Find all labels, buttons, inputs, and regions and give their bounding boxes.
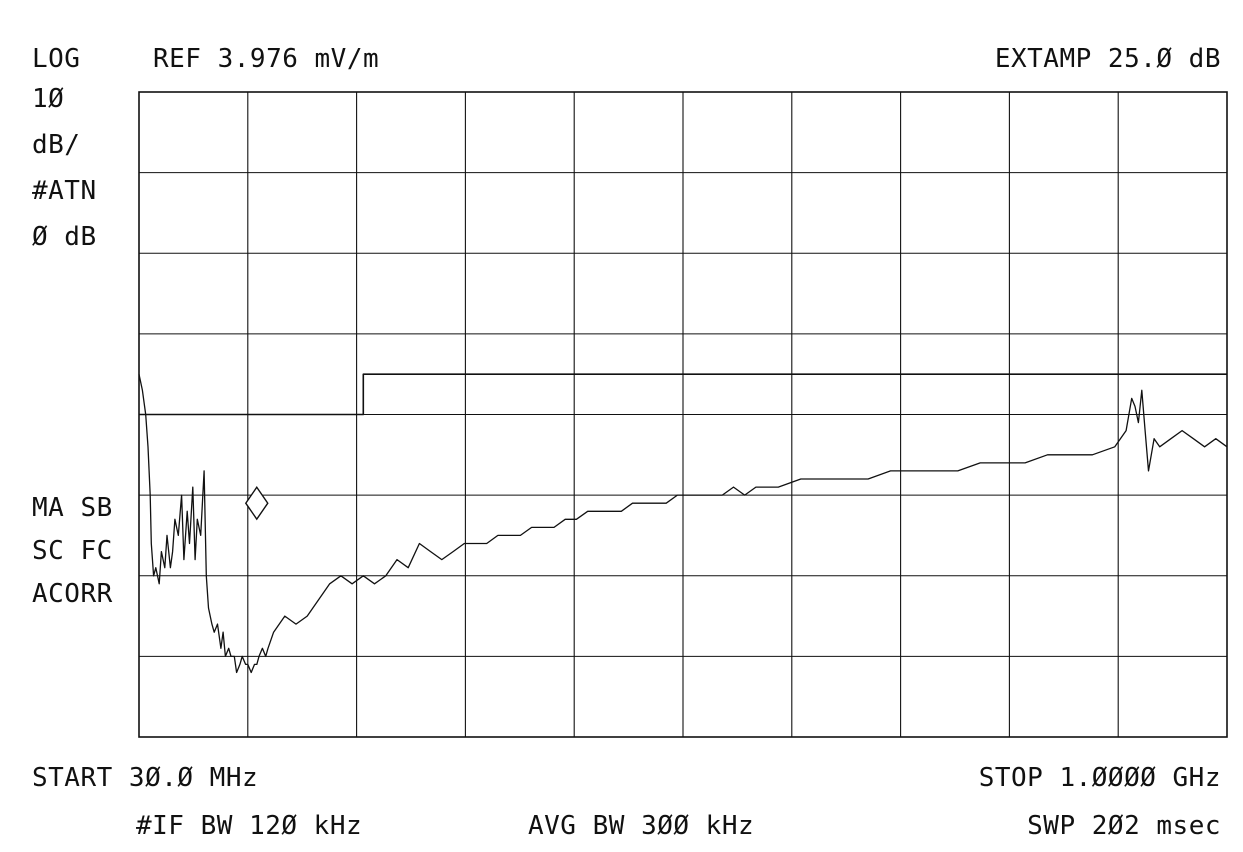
scale-unit-label: dB/ (32, 130, 81, 160)
scale-value-label: 1Ø (32, 84, 65, 114)
reference-level-label: REF 3.976 mV/m (153, 44, 380, 74)
avg-bandwidth-label: AVG BW 3ØØ kHz (528, 811, 755, 841)
limit-line (139, 373, 1227, 416)
if-bandwidth-label: #IF BW 12Ø kHz (136, 811, 363, 841)
ext-amp-label: EXTAMP 25.Ø dB (994, 44, 1221, 74)
mode-line-3: ACORR (32, 579, 113, 609)
stop-frequency-label: STOP 1.ØØØØ GHz (978, 763, 1221, 793)
attenuation-label: #ATN (32, 176, 97, 206)
scale-mode-label: LOG (32, 44, 81, 74)
mode-line-2: SC FC (32, 536, 113, 566)
start-frequency-label: START 3Ø.Ø MHz (32, 763, 259, 793)
marker-diamond (244, 486, 269, 521)
mode-line-1: MA SB (32, 493, 113, 523)
attenuation-value: Ø dB (32, 222, 97, 252)
sweep-time-label: SWP 2Ø2 msec (1027, 811, 1221, 841)
spectrum-trace (138, 374, 1228, 674)
